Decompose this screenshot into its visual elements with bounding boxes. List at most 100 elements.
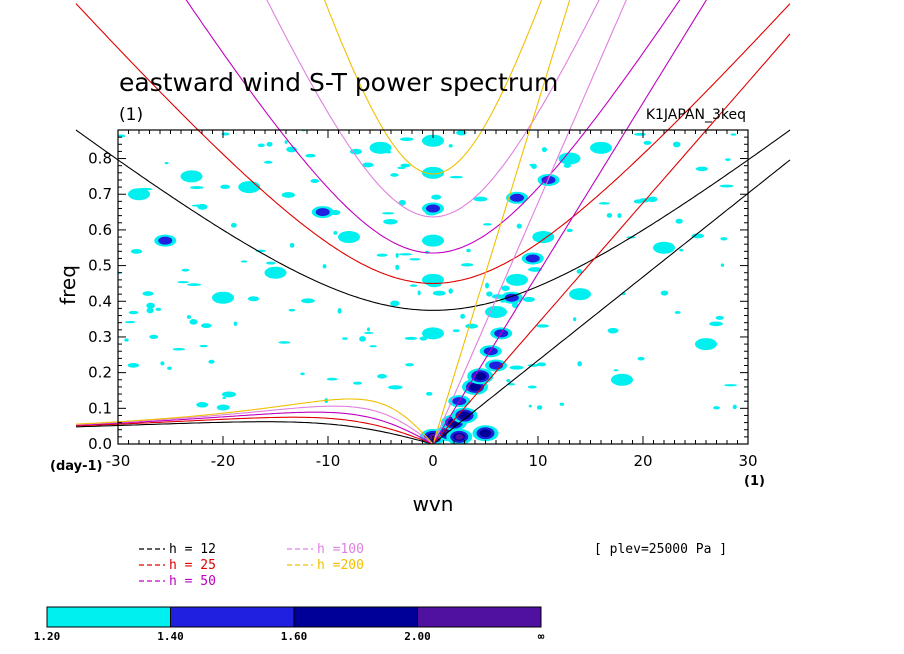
power-feature-outer [422,327,444,340]
colorbar-swatch [170,606,295,628]
power-speckle [124,338,129,342]
power-speckle [288,308,296,312]
power-speckle [679,248,684,252]
power-speckle [199,344,208,348]
x-tick-label: 20 [633,452,652,470]
power-speckle [691,233,705,239]
power-speckle [672,141,681,148]
power-feature-outer [569,288,591,301]
x-axis-label: wvn [413,492,454,516]
power-speckle [617,213,622,219]
power-speckle [573,317,577,322]
power-speckle [527,385,537,389]
power-speckle [264,160,273,164]
power-speckle [675,218,683,224]
x-tick-label: 10 [528,452,547,470]
power-speckle [230,222,237,228]
colorbar-label: 1.20 [34,630,61,643]
rossby-curve [75,405,439,445]
power-speckle [501,285,510,291]
power-speckle [448,144,453,148]
power-feature-outer [532,231,555,244]
power-speckle [176,280,190,284]
power-speckle [197,203,208,210]
power-feature-outer [369,141,392,154]
y-tick-label: 0.0 [88,435,112,453]
power-speckle [361,162,374,168]
power-speckle [363,331,374,334]
colorbar-swatch [417,606,542,628]
y-axis-label: freq [56,265,80,305]
power-speckle [216,404,230,411]
power-speckle [305,153,316,158]
power-speckle [566,228,573,233]
rossby-curve [76,421,439,445]
power-speckle [709,321,723,327]
inertio-gravity-curve [75,3,791,284]
power-feature-inner [479,429,492,438]
power-speckle [398,199,406,206]
power-speckle [643,140,652,145]
colorbar-label: 2.00 [404,630,431,643]
power-feature-outer [485,305,507,318]
power-speckle [196,402,209,408]
power-speckle [349,148,363,155]
power-speckle [395,252,399,258]
power-speckle [127,362,140,368]
power-speckle [598,202,611,205]
inertio-gravity-curve [266,0,600,218]
power-speckle [186,283,202,287]
power-speckle [265,261,276,265]
inertio-gravity-curve [185,0,681,254]
power-speckle [155,307,162,311]
power-feature-outer [264,266,287,279]
power-speckle [278,341,291,344]
power-speckle [352,381,363,385]
power-speckle [720,237,728,241]
power-speckle [377,374,387,379]
power-speckle [266,141,273,147]
power-speckle [541,147,548,153]
power-speckle [432,290,446,296]
colorbar-label: 1.40 [157,630,184,643]
rossby-curve [75,398,439,445]
rossby-curve [75,411,439,445]
y-tick-label: 0.5 [88,257,112,275]
power-speckle [281,192,295,198]
power-speckle [221,391,237,398]
power-feature-outer [558,152,581,165]
kelvin-curve [432,33,791,445]
power-speckle [536,405,543,410]
y-tick-label: 0.2 [88,364,112,382]
x-tick-label: -20 [211,452,236,470]
power-feature-outer [128,188,150,201]
colorbar-label: 1.60 [281,630,308,643]
power-speckle [124,320,136,324]
colorbar: 1.20 1.40 1.60 2.00 ∞ [34,606,545,643]
colorbar-swatch [46,606,171,628]
power-speckle [160,361,165,366]
power-speckle [516,223,522,229]
power-speckle [724,384,738,387]
power-speckle [607,327,619,334]
power-feature-mid [510,193,524,202]
power-speckle [220,184,231,189]
power-speckle [606,212,613,218]
power-speckle [399,137,414,141]
power-speckle [189,319,198,325]
kelvin-curve [432,159,791,445]
power-speckle [240,260,248,263]
power-speckle [732,404,737,410]
power-speckle [409,258,421,261]
legend-label: h = 25 [169,558,216,573]
x-tick-label: -30 [106,452,131,470]
x-unit-label: (1) [744,474,765,489]
power-speckle [466,248,471,253]
spectral-power-shading [118,130,738,444]
x-tick-label: 0 [428,452,438,470]
power-speckle [456,130,467,136]
power-speckle [647,196,658,203]
chart-subtitle-left: (1) [119,105,143,125]
y-tick-label: 0.8 [88,150,112,168]
power-feature-mid [158,236,173,245]
